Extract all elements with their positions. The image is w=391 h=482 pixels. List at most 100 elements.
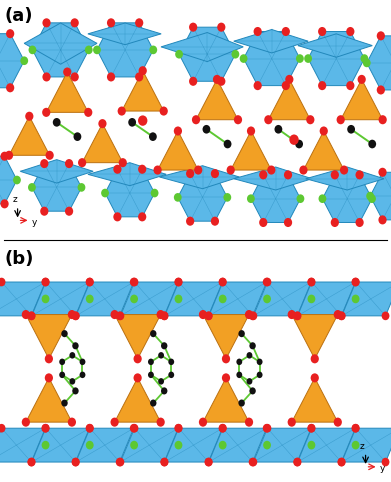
- Circle shape: [130, 424, 138, 432]
- Circle shape: [245, 417, 253, 427]
- Circle shape: [263, 441, 271, 449]
- Circle shape: [204, 458, 212, 467]
- Circle shape: [168, 359, 174, 365]
- Circle shape: [247, 378, 253, 385]
- Circle shape: [308, 278, 316, 286]
- Circle shape: [249, 311, 256, 320]
- Circle shape: [306, 115, 314, 124]
- Circle shape: [211, 216, 219, 226]
- Circle shape: [247, 126, 255, 135]
- Circle shape: [224, 140, 231, 148]
- Circle shape: [192, 115, 200, 124]
- Circle shape: [40, 207, 48, 216]
- Circle shape: [204, 311, 212, 320]
- Circle shape: [68, 310, 76, 319]
- Circle shape: [263, 295, 271, 303]
- Circle shape: [79, 372, 85, 378]
- Text: y: y: [32, 217, 38, 227]
- Circle shape: [160, 311, 168, 320]
- Circle shape: [158, 352, 164, 359]
- Polygon shape: [234, 167, 312, 190]
- Circle shape: [86, 295, 94, 303]
- Circle shape: [65, 207, 73, 216]
- Circle shape: [352, 424, 359, 432]
- Circle shape: [70, 378, 75, 385]
- Circle shape: [346, 27, 354, 36]
- Circle shape: [42, 72, 51, 81]
- Polygon shape: [203, 315, 249, 359]
- Circle shape: [0, 424, 5, 432]
- Circle shape: [68, 417, 76, 427]
- Polygon shape: [115, 378, 161, 422]
- Circle shape: [161, 342, 167, 349]
- Circle shape: [86, 424, 93, 432]
- Polygon shape: [253, 428, 311, 462]
- Circle shape: [130, 295, 138, 303]
- Circle shape: [6, 83, 14, 93]
- Circle shape: [117, 458, 124, 467]
- Circle shape: [334, 417, 342, 427]
- Circle shape: [71, 18, 79, 27]
- Circle shape: [366, 192, 374, 201]
- Circle shape: [256, 372, 262, 378]
- Circle shape: [72, 388, 79, 394]
- Polygon shape: [209, 282, 267, 316]
- Circle shape: [86, 424, 94, 432]
- Circle shape: [382, 458, 389, 467]
- Circle shape: [378, 168, 387, 177]
- Circle shape: [42, 295, 49, 303]
- Text: z: z: [13, 195, 17, 204]
- Circle shape: [308, 295, 316, 303]
- Circle shape: [247, 194, 255, 203]
- Circle shape: [352, 424, 360, 432]
- Polygon shape: [251, 175, 300, 223]
- Circle shape: [189, 23, 197, 32]
- Circle shape: [28, 183, 36, 192]
- Polygon shape: [26, 315, 72, 359]
- Circle shape: [337, 115, 345, 124]
- Text: y: y: [380, 465, 386, 473]
- Circle shape: [78, 158, 86, 167]
- Circle shape: [175, 50, 183, 59]
- Circle shape: [161, 311, 169, 320]
- Circle shape: [334, 310, 342, 319]
- Polygon shape: [76, 282, 134, 316]
- Circle shape: [263, 278, 271, 286]
- Circle shape: [282, 27, 290, 36]
- Polygon shape: [298, 282, 355, 316]
- Polygon shape: [88, 163, 166, 186]
- Circle shape: [231, 50, 239, 59]
- Circle shape: [186, 216, 194, 226]
- Circle shape: [107, 18, 115, 27]
- Circle shape: [249, 388, 256, 394]
- Circle shape: [135, 72, 143, 81]
- Circle shape: [222, 354, 230, 363]
- Circle shape: [0, 278, 5, 286]
- Circle shape: [222, 374, 230, 382]
- Circle shape: [308, 441, 316, 449]
- Circle shape: [311, 354, 319, 363]
- Circle shape: [107, 72, 115, 81]
- Circle shape: [28, 458, 36, 467]
- Circle shape: [205, 311, 213, 320]
- Circle shape: [111, 310, 119, 319]
- Circle shape: [161, 458, 169, 467]
- Polygon shape: [341, 80, 383, 120]
- Circle shape: [0, 199, 9, 208]
- Circle shape: [346, 81, 354, 90]
- Circle shape: [86, 278, 94, 286]
- Circle shape: [253, 81, 262, 90]
- Polygon shape: [161, 32, 243, 62]
- Circle shape: [219, 295, 227, 303]
- Circle shape: [377, 31, 385, 40]
- Circle shape: [72, 458, 80, 467]
- Polygon shape: [298, 428, 355, 462]
- Circle shape: [249, 342, 256, 349]
- Polygon shape: [120, 282, 178, 316]
- Circle shape: [363, 58, 371, 67]
- Circle shape: [61, 400, 68, 407]
- Circle shape: [203, 125, 210, 134]
- Circle shape: [368, 140, 376, 148]
- Circle shape: [63, 67, 72, 77]
- Circle shape: [300, 165, 308, 174]
